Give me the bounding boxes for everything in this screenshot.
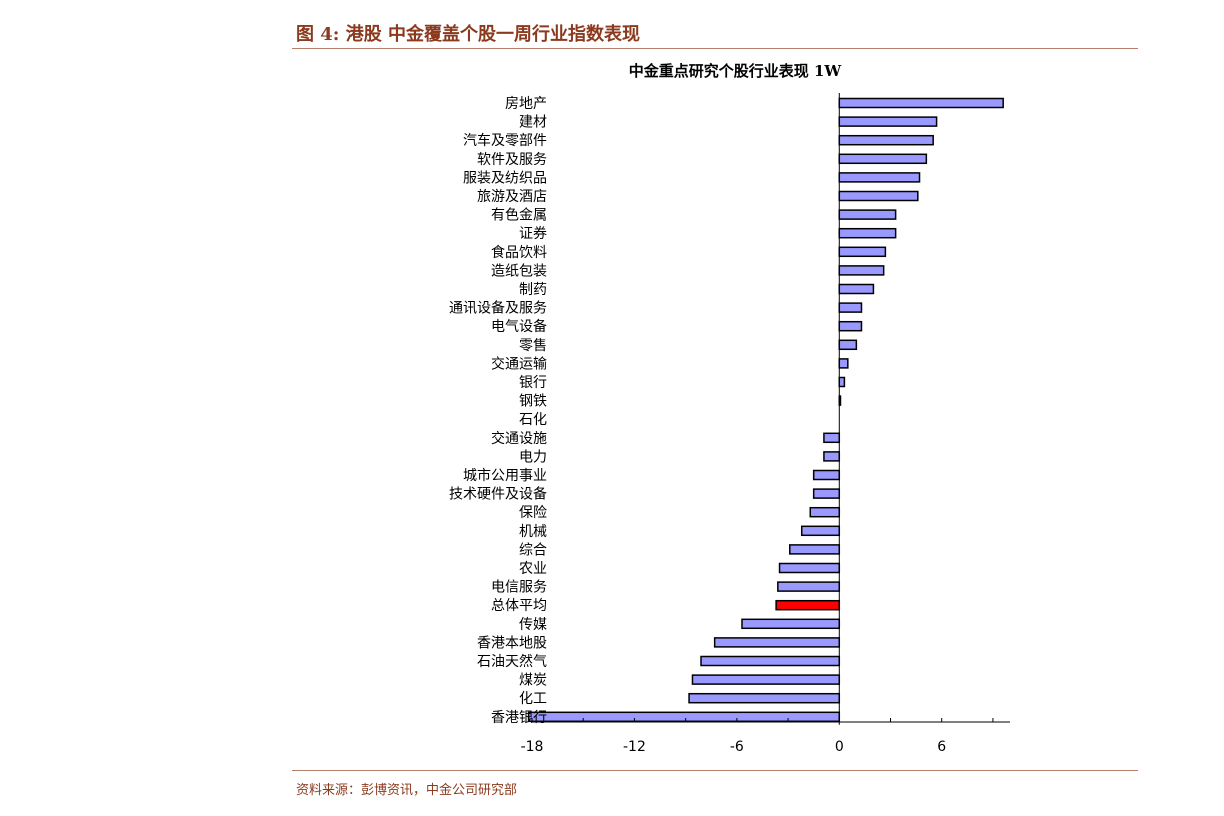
category-label: 交通设施: [491, 430, 547, 447]
category-label: 证券: [519, 226, 547, 242]
category-labels-group: 房地产建材汽车及零部件软件及服务服装及纺织品旅游及酒店有色金属证券食品饮料造纸包…: [449, 96, 547, 726]
x-axis: -18 -12 -6 0 6: [521, 93, 1010, 755]
bar: [838, 283, 875, 295]
bar: [812, 488, 841, 499]
bar: [713, 637, 841, 648]
category-label: 交通运输: [491, 355, 547, 372]
bar: [838, 209, 897, 220]
category-label: 综合: [519, 542, 547, 558]
bar: [741, 618, 841, 630]
category-label: 有色金属: [491, 207, 547, 224]
category-label: 软件及服务: [477, 152, 547, 168]
category-label: 造纸包装: [491, 263, 547, 279]
bar: [838, 320, 863, 332]
chart-title: 中金重点研究个股行业表现 1W: [629, 62, 843, 80]
bar: [838, 227, 897, 239]
category-label: 城市公用事业: [463, 467, 547, 484]
footer-divider: [292, 770, 1138, 771]
category-label: 制药: [519, 282, 547, 298]
bar: [838, 172, 921, 183]
bar: [838, 97, 1004, 109]
category-label: 机械: [519, 524, 547, 540]
bar: [838, 339, 858, 351]
category-label: 房地产: [505, 96, 547, 112]
bar: [777, 581, 841, 592]
bar: [688, 692, 841, 704]
category-label: 石油天然气: [477, 653, 547, 670]
category-label: 银行: [519, 375, 547, 391]
category-label: 零售: [519, 338, 547, 354]
bars-group: [527, 97, 1004, 723]
x-tick-label: 6: [937, 739, 946, 755]
bar: [789, 544, 841, 555]
bar: [800, 525, 841, 537]
category-label: 香港银行: [491, 710, 547, 726]
category-label: 电力: [519, 449, 547, 465]
bar: [838, 190, 919, 202]
bar: [838, 153, 928, 165]
category-label: 香港本地股: [477, 635, 547, 651]
bar: [778, 562, 841, 574]
category-label: 旅游及酒店: [477, 189, 547, 205]
bar: [838, 358, 849, 369]
category-label: 钢铁: [519, 394, 547, 410]
category-label: 技术硬件及设备: [449, 486, 547, 503]
x-tick-label: 0: [835, 739, 844, 755]
bar: [838, 134, 934, 146]
bar: [527, 711, 841, 723]
category-label: 总体平均: [491, 598, 547, 614]
bar: [838, 302, 863, 313]
category-label: 保险: [519, 505, 547, 521]
category-label: 建材: [519, 115, 547, 131]
header-divider: [292, 48, 1138, 49]
category-label: 食品饮料: [491, 244, 547, 261]
source-note: 资料来源：彭博资讯，中金公司研究部: [296, 783, 518, 798]
bar-highlight: [775, 599, 841, 611]
category-label: 电气设备: [491, 318, 547, 335]
bar: [809, 506, 841, 518]
bar: [700, 655, 841, 667]
category-label: 煤炭: [519, 673, 547, 689]
category-label: 石化: [519, 412, 547, 428]
category-label: 化工: [519, 691, 547, 707]
bar: [691, 674, 841, 685]
category-label: 汽车及零部件: [463, 132, 547, 149]
category-label: 传媒: [519, 617, 547, 633]
category-label: 服装及纺织品: [463, 170, 547, 186]
bar: [838, 265, 885, 276]
category-label: 电信服务: [491, 580, 547, 596]
bar: [838, 376, 846, 388]
bar: [823, 432, 841, 444]
bar: [812, 469, 841, 481]
x-tick-label: -18: [521, 739, 544, 755]
category-label: 通讯设备及服务: [449, 300, 547, 317]
category-label: 农业: [519, 561, 547, 577]
bar: [838, 116, 938, 127]
x-tick-label: -6: [730, 739, 744, 755]
bar: [823, 451, 841, 462]
figure-title: 图 4: 港股 中金覆盖个股一周行业指数表现: [296, 24, 640, 45]
bar: [838, 246, 887, 258]
x-tick-label: -12: [623, 739, 646, 755]
